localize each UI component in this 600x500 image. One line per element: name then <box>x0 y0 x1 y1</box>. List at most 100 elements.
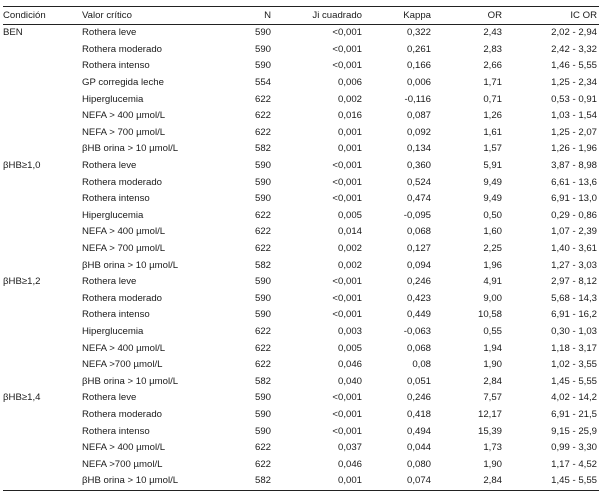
cell-n: 590 <box>254 392 271 404</box>
cell-or: 0,55 <box>483 325 502 337</box>
cell-condicion <box>3 340 82 357</box>
cell-ic-or: 1,03 - 1,54 <box>551 110 597 122</box>
cell-ji-cuadrado: <0,001 <box>332 309 362 321</box>
cell-or: 1,71 <box>483 77 502 89</box>
cell-ji-cuadrado: 0,002 <box>337 259 362 271</box>
cell-valor-critico: NEFA >700 µmol/L <box>82 458 163 470</box>
cell-n: 582 <box>254 143 271 155</box>
cell-kappa: -0,116 <box>404 93 432 105</box>
cell-condicion <box>3 473 82 491</box>
cell-valor-critico: Rothera intenso <box>82 193 150 205</box>
cell-or: 2,83 <box>483 43 502 55</box>
cell-n: 554 <box>254 77 271 89</box>
cell-kappa: 0,261 <box>406 43 431 55</box>
header-condicion: Condición <box>3 6 82 25</box>
cell-valor-critico: Rothera intenso <box>82 309 150 321</box>
cell-ic-or: 1,27 - 3,03 <box>551 259 597 271</box>
table-row: NEFA > 400 µmol/L 622 0,014 0,068 1,60 1,07 -… <box>3 224 599 241</box>
table-row: βHB orina > 10 µmol/L 582 0,040 0,051 2,84 1,… <box>3 373 599 390</box>
table-row: Rothera intenso 590 <0,001 0,474 9,49 6,91 - … <box>3 191 599 208</box>
cell-valor-critico: Hiperglucemia <box>82 209 144 221</box>
cell-kappa: 0,418 <box>406 408 431 420</box>
cell-or: 2,25 <box>483 243 502 255</box>
cell-ji-cuadrado: 0,006 <box>337 77 362 89</box>
cell-ji-cuadrado: 0,003 <box>337 325 362 337</box>
cell-ji-cuadrado: 0,046 <box>337 359 362 371</box>
cell-valor-critico: βHB orina > 10 µmol/L <box>82 143 179 155</box>
cell-valor-critico: Rothera moderado <box>82 43 162 55</box>
cell-n: 582 <box>213 473 271 491</box>
table-row: NEFA > 400 µmol/L 622 0,016 0,087 1,26 1,03 -… <box>3 108 599 125</box>
header-kappa: Kappa <box>362 6 431 25</box>
cell-or: 2,66 <box>483 60 502 72</box>
header-ji-cuadrado: Ji cuadrado <box>271 6 362 25</box>
cell-condicion <box>3 291 82 308</box>
cell-n: 590 <box>254 425 271 437</box>
cell-ic-or: 1,46 - 5,55 <box>551 60 597 72</box>
cell-condicion <box>3 307 82 324</box>
cell-condicion <box>3 141 82 158</box>
cell-ic-or: 6,91 - 21,5 <box>551 408 597 420</box>
table-row: Hiperglucemia 622 0,005 -0,095 0,50 0,29 - 0,… <box>3 208 599 225</box>
cell-ji-cuadrado: <0,001 <box>332 425 362 437</box>
cell-valor-critico: Rothera moderado <box>82 408 162 420</box>
cell-kappa: 0,080 <box>406 458 431 470</box>
cell-ic-or: 1,18 - 3,17 <box>551 342 597 354</box>
cell-ji-cuadrado: <0,001 <box>332 160 362 172</box>
cell-condicion <box>3 224 82 241</box>
table-row: Rothera intenso 590 <0,001 0,449 10,58 6,91 -… <box>3 307 599 324</box>
cell-ic-or: 0,53 - 0,91 <box>551 93 597 105</box>
cell-condicion <box>3 440 82 457</box>
cell-n: 582 <box>254 259 271 271</box>
cell-condicion <box>3 91 82 108</box>
cell-ic-or: 2,97 - 8,12 <box>551 276 597 288</box>
cell-n: 622 <box>254 325 271 337</box>
cell-ji-cuadrado: 0,005 <box>337 209 362 221</box>
cell-ic-or: 1,17 - 4,52 <box>551 458 597 470</box>
cell-ic-or: 5,68 - 14,3 <box>551 292 597 304</box>
cell-n: 590 <box>254 408 271 420</box>
cell-ji-cuadrado: 0,005 <box>337 342 362 354</box>
cell-n: 590 <box>254 160 271 172</box>
table-row: Rothera intenso 590 <0,001 0,494 15,39 9,15 -… <box>3 423 599 440</box>
cell-valor-critico: Rothera leve <box>82 276 137 288</box>
cell-condicion <box>3 407 82 424</box>
cell-ic-or: 1,45 - 5,55 <box>502 473 599 491</box>
cell-ic-or: 1,07 - 2,39 <box>551 226 597 238</box>
cell-kappa: 0,134 <box>406 143 431 155</box>
cell-condicion <box>3 423 82 440</box>
cell-ji-cuadrado: 0,037 <box>337 442 362 454</box>
cell-ic-or: 1,26 - 1,96 <box>551 143 597 155</box>
cell-n: 622 <box>254 126 271 138</box>
table-row: BEN Rothera leve 590 <0,001 0,322 2,43 2,02 - … <box>3 25 599 42</box>
cell-ic-or: 2,02 - 2,94 <box>551 27 597 39</box>
cell-or: 1,90 <box>483 359 502 371</box>
cell-ic-or: 3,87 - 8,98 <box>551 160 597 172</box>
cell-kappa: 0,068 <box>406 342 431 354</box>
header-ic-or: IC OR <box>502 6 599 25</box>
cell-n: 590 <box>254 309 271 321</box>
cell-condicion: βHB≥1,0 <box>3 160 41 172</box>
table-row: Rothera moderado 590 <0,001 0,423 9,00 5,68 -… <box>3 291 599 308</box>
cell-valor-critico: NEFA > 700 µmol/L <box>82 126 166 138</box>
cell-valor-critico: Hiperglucemia <box>82 93 144 105</box>
cell-ic-or: 0,29 - 0,86 <box>551 209 597 221</box>
table-row: NEFA > 400 µmol/L 622 0,037 0,044 1,73 0,99 -… <box>3 440 599 457</box>
table-row: βHB orina > 10 µmol/L 582 0,002 0,094 1,96 1,… <box>3 257 599 274</box>
cell-or: 9,49 <box>483 193 502 205</box>
cell-ji-cuadrado: <0,001 <box>332 27 362 39</box>
cell-kappa: 0,246 <box>406 392 431 404</box>
results-table: Condición Valor crítico N Ji cuadrado Ka… <box>3 6 599 491</box>
cell-or: 7,57 <box>483 392 502 404</box>
cell-ji-cuadrado: 0,016 <box>337 110 362 122</box>
cell-valor-critico: NEFA > 700 µmol/L <box>82 243 166 255</box>
cell-n: 622 <box>254 442 271 454</box>
cell-valor-critico: Rothera moderado <box>82 292 162 304</box>
cell-valor-critico: Rothera moderado <box>82 176 162 188</box>
cell-or: 2,84 <box>431 473 502 491</box>
table-row: Rothera moderado 590 <0,001 0,261 2,83 2,42 -… <box>3 42 599 59</box>
cell-or: 2,43 <box>483 27 502 39</box>
header-valor-critico: Valor crítico <box>82 6 213 25</box>
cell-or: 1,96 <box>483 259 502 271</box>
